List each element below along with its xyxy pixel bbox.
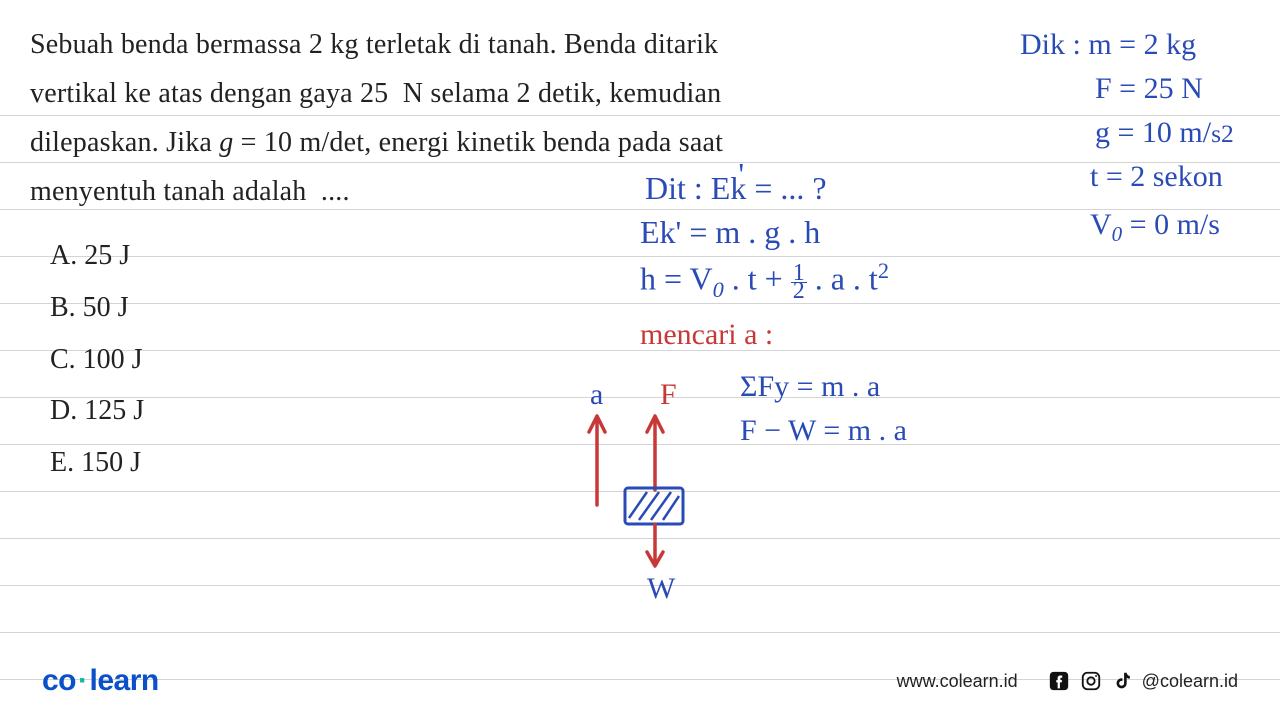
find-a-label: mencari a :: [640, 318, 773, 352]
problem-text: Sebuah benda bermassa 2 kg terletak di t…: [30, 20, 750, 216]
formula-height: h = V0 . t + 12 . a . t2: [640, 258, 889, 303]
asked-label: Dit : Ek' = ... ?: [645, 170, 827, 207]
facebook-icon: [1046, 668, 1072, 694]
formula-f-minus-w: F − W = m . a: [740, 414, 907, 448]
option-a: A. 25 J: [50, 230, 144, 282]
formula-sigma-f: ΣFy = m . a: [740, 370, 880, 404]
option-c: C. 100 J: [50, 334, 144, 386]
footer-right: www.colearn.id @colearn.id: [897, 668, 1238, 694]
logo-co: co: [42, 664, 76, 697]
answer-options: A. 25 JB. 50 JC. 100 JD. 125 JE. 150 J: [50, 230, 144, 489]
tiktok-icon: [1110, 668, 1136, 694]
instagram-icon: [1078, 668, 1104, 694]
given-force: F = 25 N: [1095, 72, 1203, 106]
footer: co·learn www.colearn.id @colearn.id: [0, 664, 1280, 698]
logo: co·learn: [42, 664, 159, 698]
free-body-diagram: [575, 390, 725, 590]
given-label: Dik : m = 2 kg: [1020, 28, 1196, 62]
footer-handle: @colearn.id: [1142, 671, 1238, 692]
logo-learn: learn: [90, 664, 159, 697]
given-time: t = 2 sekon: [1090, 160, 1223, 194]
formula-ek: Ek' = m . g . h: [640, 214, 820, 251]
given-gravity: g = 10 m/s2: [1095, 116, 1234, 150]
social-row: @colearn.id: [1046, 668, 1238, 694]
option-e: E. 150 J: [50, 437, 144, 489]
given-v0: V0 = 0 m/s: [1090, 208, 1220, 247]
option-d: D. 125 J: [50, 385, 144, 437]
logo-dot: ·: [78, 664, 88, 697]
footer-url: www.colearn.id: [897, 671, 1018, 692]
option-b: B. 50 J: [50, 282, 144, 334]
